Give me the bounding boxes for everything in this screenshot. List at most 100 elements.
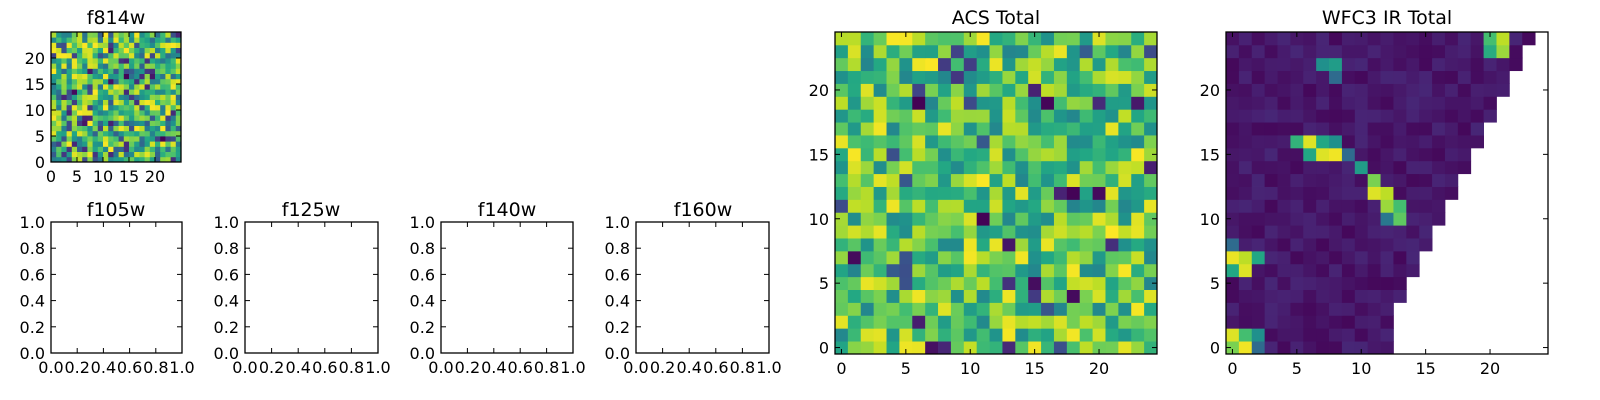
heatmap-cell xyxy=(1419,70,1433,84)
heatmap-cell xyxy=(1264,250,1278,265)
heatmap-cell xyxy=(976,212,990,226)
heatmap-cell xyxy=(976,135,990,149)
heatmap-cell xyxy=(170,73,177,80)
heatmap-cell xyxy=(175,141,182,147)
heatmap-cell xyxy=(1015,96,1029,110)
heatmap-cell xyxy=(82,115,88,121)
heatmap-cell xyxy=(1251,32,1266,46)
heatmap-cell xyxy=(175,146,182,152)
heatmap-cell xyxy=(1118,70,1132,84)
heatmap-cell xyxy=(860,147,875,162)
heatmap-cell xyxy=(1131,238,1145,252)
heatmap-cell xyxy=(938,238,952,252)
heatmap-cell xyxy=(976,122,990,136)
heatmap-cell xyxy=(1144,302,1158,316)
heatmap-cell xyxy=(989,315,1003,329)
heatmap-cell xyxy=(155,78,161,85)
heatmap-cell xyxy=(1131,32,1145,46)
heatmap-cell xyxy=(97,110,104,116)
heatmap-cell xyxy=(912,109,926,123)
heatmap-cell xyxy=(51,120,57,126)
heatmap-cell xyxy=(1303,302,1317,316)
heatmap-cell xyxy=(950,173,965,187)
heatmap-cell xyxy=(1354,328,1369,342)
heatmap-cell xyxy=(1144,122,1158,136)
heatmap-cell xyxy=(1393,109,1407,123)
x-tick-label: 10 xyxy=(960,359,980,378)
heatmap-cell xyxy=(976,238,990,252)
heatmap-cell xyxy=(160,42,166,48)
heatmap-cell xyxy=(1419,173,1433,187)
heatmap-cell xyxy=(1041,341,1055,355)
heatmap-cell xyxy=(61,151,67,158)
heatmap-cell xyxy=(1053,263,1068,278)
heatmap-cell xyxy=(1470,135,1484,149)
heatmap-cell xyxy=(97,63,104,69)
heatmap-cell xyxy=(139,84,145,90)
heatmap-cell xyxy=(899,32,913,46)
heatmap-cell xyxy=(912,302,926,316)
heatmap-cell xyxy=(963,238,978,252)
heatmap-cell xyxy=(118,42,125,48)
heatmap-cell xyxy=(108,42,114,48)
y-tick-label: 0.8 xyxy=(605,239,630,258)
x-tick-label: 0.2 xyxy=(455,358,480,377)
heatmap-cell xyxy=(97,47,104,54)
heatmap-cell xyxy=(835,199,849,213)
heatmap-cell xyxy=(1354,302,1369,316)
heatmap-cell xyxy=(103,78,109,85)
heatmap-cell xyxy=(989,276,1003,290)
y-tick-label: 0.6 xyxy=(410,265,435,284)
heatmap-cell xyxy=(134,125,140,132)
heatmap-cell xyxy=(1419,122,1433,136)
heatmap-cell xyxy=(1264,122,1278,136)
heatmap-cell xyxy=(1015,302,1029,316)
heatmap-cell xyxy=(1041,70,1055,84)
heatmap-cell xyxy=(134,37,140,43)
heatmap-cell xyxy=(1028,96,1042,110)
heatmap-cell xyxy=(886,341,900,355)
heatmap-cell xyxy=(1354,212,1369,226)
heatmap-cell xyxy=(149,58,156,64)
heatmap-cell xyxy=(1092,263,1106,278)
heatmap-cell xyxy=(1041,83,1055,97)
heatmap-cell xyxy=(1277,302,1291,316)
y-tick-label: 5 xyxy=(1210,274,1220,293)
heatmap-cell xyxy=(835,276,849,290)
heatmap-cell xyxy=(129,78,135,85)
heatmap-cell xyxy=(51,63,57,69)
heatmap-cell xyxy=(835,122,849,136)
heatmap-cell xyxy=(77,136,83,142)
x-tick-label: 1.0 xyxy=(560,358,585,377)
heatmap-cell xyxy=(1041,225,1055,239)
heatmap-cell xyxy=(149,115,156,121)
heatmap-cell xyxy=(1131,289,1145,303)
heatmap-cell xyxy=(912,328,926,342)
heatmap-cell xyxy=(139,151,145,158)
heatmap-cell xyxy=(1367,250,1381,265)
heatmap-cell xyxy=(134,104,140,111)
heatmap-cell xyxy=(860,328,875,342)
heatmap-cell xyxy=(71,130,78,137)
y-tick-label: 0.8 xyxy=(214,239,239,258)
x-tick-label: 0.0 xyxy=(232,358,257,377)
heatmap-cell xyxy=(1144,341,1158,355)
heatmap-cell xyxy=(1341,238,1356,252)
x-tick-label: 15 xyxy=(1024,359,1044,378)
heatmap-cell xyxy=(61,120,67,126)
heatmap-cell xyxy=(155,110,161,116)
heatmap-cell xyxy=(92,63,99,69)
heatmap-cell xyxy=(66,130,73,137)
heatmap-cell xyxy=(925,147,939,162)
heatmap-cell xyxy=(1303,341,1317,355)
heatmap-cell xyxy=(1264,341,1278,355)
heatmap-cell xyxy=(1118,96,1132,110)
axes-frame xyxy=(50,31,182,163)
heatmap-cell xyxy=(113,42,119,48)
panel-f140w: f140w 0.0 0.2 0.4 0.6 0.8 1.00.00.20.40.60.81… xyxy=(410,199,586,377)
heatmap-cell xyxy=(155,37,161,43)
heatmap-cell xyxy=(165,99,171,106)
heatmap-cell xyxy=(134,120,140,126)
heatmap-cell xyxy=(938,186,952,200)
heatmap-cell xyxy=(129,110,135,116)
